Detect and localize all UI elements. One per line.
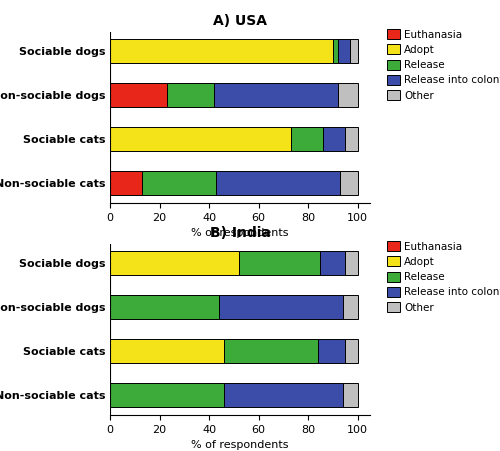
- Bar: [343, 383, 357, 407]
- Bar: [224, 339, 318, 363]
- Bar: [110, 171, 142, 195]
- X-axis label: % of respondents: % of respondents: [191, 440, 289, 450]
- Bar: [110, 39, 333, 64]
- Bar: [216, 171, 340, 195]
- Bar: [291, 127, 323, 151]
- Bar: [142, 171, 216, 195]
- Bar: [110, 83, 167, 107]
- Bar: [110, 295, 219, 319]
- Bar: [167, 83, 214, 107]
- Bar: [343, 295, 357, 319]
- Bar: [110, 127, 291, 151]
- Bar: [224, 383, 343, 407]
- Bar: [338, 39, 350, 64]
- Title: A) USA: A) USA: [213, 14, 267, 28]
- Legend: Euthanasia, Adopt, Release, Release into colony, Other: Euthanasia, Adopt, Release, Release into…: [386, 28, 500, 102]
- X-axis label: % of respondents: % of respondents: [191, 228, 289, 238]
- Bar: [323, 127, 345, 151]
- Bar: [320, 251, 345, 276]
- Bar: [110, 251, 239, 276]
- Bar: [239, 251, 320, 276]
- Title: B) India: B) India: [210, 226, 270, 239]
- Bar: [318, 339, 345, 363]
- Bar: [110, 383, 224, 407]
- Bar: [345, 127, 358, 151]
- Bar: [219, 295, 343, 319]
- Bar: [338, 83, 357, 107]
- Bar: [350, 39, 358, 64]
- Bar: [340, 171, 357, 195]
- Bar: [345, 251, 358, 276]
- Bar: [214, 83, 338, 107]
- Bar: [333, 39, 338, 64]
- Bar: [345, 339, 358, 363]
- Bar: [110, 339, 224, 363]
- Legend: Euthanasia, Adopt, Release, Release into colony, Other: Euthanasia, Adopt, Release, Release into…: [386, 240, 500, 314]
